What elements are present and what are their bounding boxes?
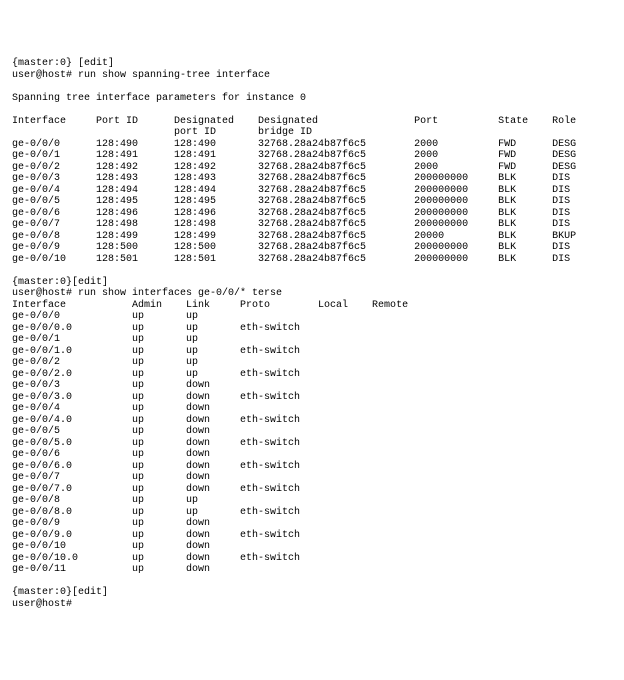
terminal-output: {master:0} [edit] user@host# run show sp… [12, 58, 612, 610]
